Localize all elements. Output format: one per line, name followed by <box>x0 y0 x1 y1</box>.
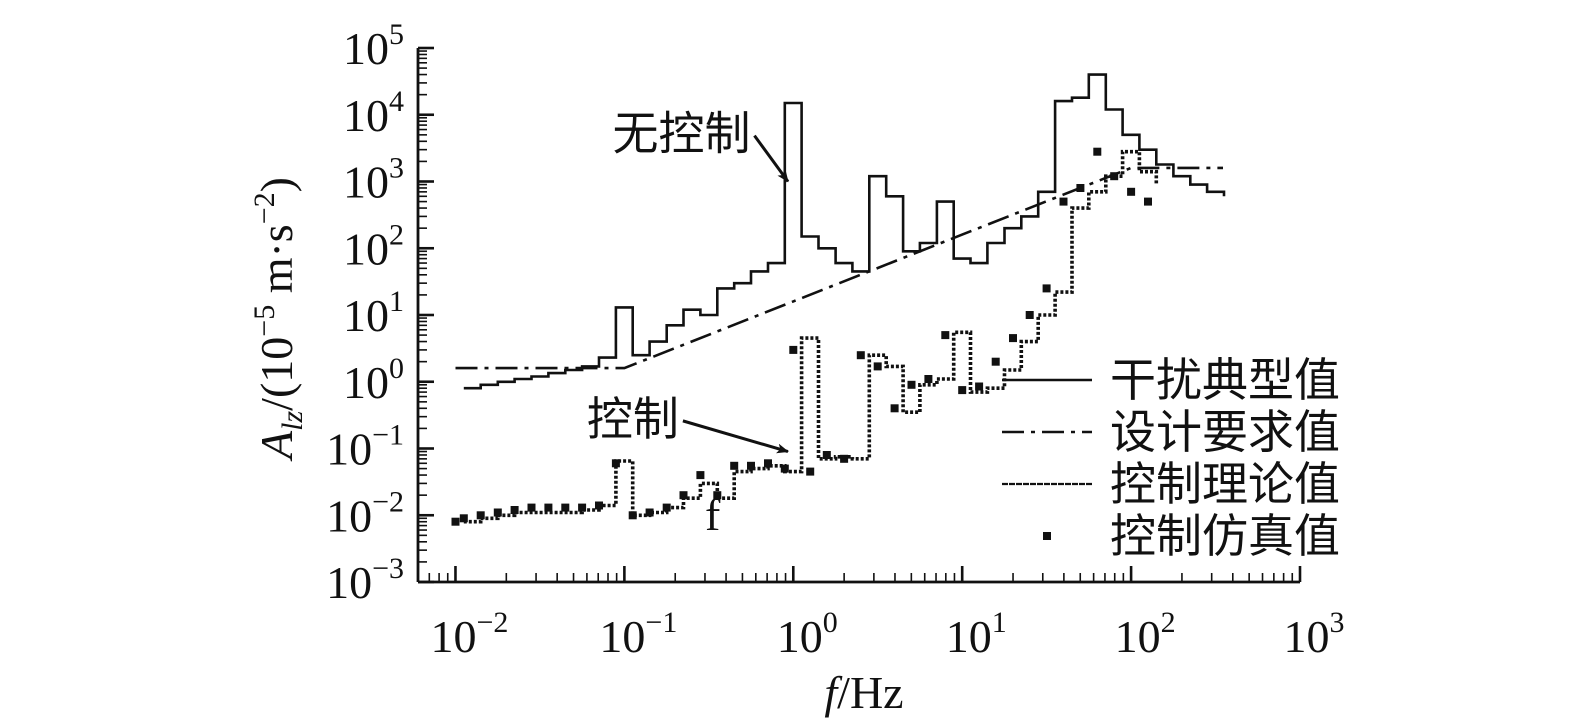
x-tick-label: 103 <box>1284 606 1345 662</box>
simulation-point <box>890 404 899 413</box>
y-axis-title-unit-open: /(10 <box>251 337 302 411</box>
x-axis-title: f/Hz <box>824 667 903 718</box>
y-tick-label: 10−2 <box>326 485 404 541</box>
y-tick-label: 105 <box>343 18 404 74</box>
series-layer <box>451 73 1226 526</box>
simulation-point <box>1127 187 1136 196</box>
y-tick-label: 100 <box>343 352 404 408</box>
series-line-solid <box>463 73 1226 390</box>
simulation-point <box>1042 284 1051 293</box>
y-tick-label: 103 <box>343 152 404 208</box>
y-axis-title: Alz/(10−5 m·s−2) <box>248 177 309 462</box>
simulation-point <box>873 362 882 371</box>
x-axis-title-unit: /Hz <box>837 667 903 718</box>
simulation-point <box>991 357 1000 366</box>
legend-label: 控制仿真值 <box>1110 511 1340 562</box>
simulation-point <box>662 503 671 512</box>
y-tick-label: 104 <box>343 85 404 141</box>
simulation-point <box>1059 197 1068 206</box>
simulation-point <box>1093 147 1102 156</box>
simulation-point <box>806 467 815 476</box>
legend-label: 设计要求值 <box>1110 407 1340 458</box>
simulation-point <box>822 451 831 459</box>
simulation-point <box>611 459 620 468</box>
legend-label: 控制理论值 <box>1110 459 1340 510</box>
tick-labels: 10−3 10−2 10−1 100 101 102 103 104 105 10−2 10−1 10… <box>326 18 1344 662</box>
simulation-point <box>696 471 705 480</box>
annotation-label: 控制 <box>587 394 679 445</box>
simulation-point <box>679 491 688 500</box>
simulation-point <box>907 380 916 389</box>
simulation-point <box>789 345 798 354</box>
x-tick-label: 10−2 <box>431 606 509 662</box>
simulation-point <box>544 503 553 512</box>
y-axis-title-unit-close: ) <box>251 177 302 192</box>
y-tick-label: 10−3 <box>326 552 404 608</box>
legend-swatch-marker <box>1043 532 1051 540</box>
simulation-point <box>713 491 722 500</box>
annotation-label: 无控制 <box>612 109 750 160</box>
simulation-point <box>941 331 950 340</box>
simulation-point <box>1110 172 1119 181</box>
y-axis-title-sub: lz <box>276 411 309 431</box>
simulation-point <box>764 459 772 468</box>
y-axis-title-exp2: −2 <box>248 192 281 224</box>
simulation-point <box>1009 334 1017 343</box>
simulation-point <box>561 503 570 512</box>
y-axis-title-var: A <box>251 430 302 462</box>
simulation-point <box>595 501 603 510</box>
annotation-arrow <box>753 134 790 183</box>
simulation-point <box>459 514 468 523</box>
simulation-point <box>628 511 637 520</box>
series-line-dashed <box>463 149 1159 524</box>
y-tick-label: 101 <box>343 285 404 341</box>
simulation-point <box>451 517 460 526</box>
x-tick-label: 101 <box>946 606 1007 662</box>
series-line-dashdot <box>455 166 1223 370</box>
simulation-point <box>578 503 587 512</box>
legend-label: 干扰典型值 <box>1110 355 1340 406</box>
simulation-point <box>510 506 519 514</box>
y-axis-title-exp1: −5 <box>248 305 281 337</box>
x-tick-label: 10−1 <box>599 606 677 662</box>
annotation-label: f <box>705 489 721 540</box>
simulation-point <box>975 382 984 391</box>
x-tick-label: 102 <box>1115 606 1176 662</box>
simulation-point <box>780 464 789 473</box>
simulation-point <box>747 461 755 470</box>
annotation-arrow <box>682 419 789 454</box>
simulation-point <box>1076 184 1085 192</box>
simulation-point <box>730 461 739 470</box>
simulation-point <box>856 351 865 360</box>
simulation-point <box>1144 197 1152 206</box>
y-tick-label: 10−1 <box>326 419 404 475</box>
simulation-point <box>493 508 502 517</box>
y-axis-title-unit-mid: m·s <box>251 224 302 305</box>
y-tick-label: 102 <box>343 218 404 274</box>
simulation-point <box>645 508 654 517</box>
axes <box>416 46 1302 584</box>
x-tick-label: 100 <box>777 606 838 662</box>
simulation-point <box>840 454 849 463</box>
simulation-point <box>1025 311 1034 319</box>
simulation-point <box>924 375 933 383</box>
simulation-point <box>476 511 485 520</box>
simulation-point <box>958 386 967 395</box>
simulation-point <box>527 503 536 512</box>
